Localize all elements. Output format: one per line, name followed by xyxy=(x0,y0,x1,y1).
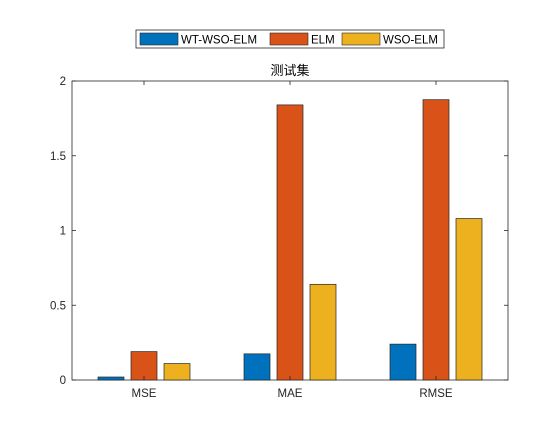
bar-mse-wt-wso-elm xyxy=(97,376,125,381)
bar-mae-wt-wso-elm xyxy=(243,353,271,381)
y-tick-label: 1 xyxy=(60,226,66,238)
bar-mse-elm xyxy=(130,351,158,381)
y-tick-label: 2 xyxy=(60,76,66,88)
bar-rmse-elm xyxy=(422,99,450,381)
y-axis: 0 0.5 1 1.5 2 xyxy=(50,76,508,387)
legend-item-wso-elm: WSO-ELM xyxy=(341,32,438,47)
legend: WT-WSO-ELM ELM WSO-ELM xyxy=(135,29,445,49)
bar-mae-wso-elm xyxy=(309,283,337,381)
x-tick-label-mse: MSE xyxy=(132,388,157,400)
bar-rmse-wso-elm xyxy=(455,218,483,381)
legend-swatch-wso-elm xyxy=(341,32,381,46)
legend-item-elm: ELM xyxy=(269,32,335,47)
y-tick-label: 1.5 xyxy=(50,151,66,163)
legend-label-elm: ELM xyxy=(311,35,335,47)
bar-rmse-wt-wso-elm xyxy=(389,343,417,381)
legend-item-wt-wso-elm: WT-WSO-ELM xyxy=(139,32,257,47)
x-tick-label-mae: MAE xyxy=(278,388,303,400)
y-tick-label: 0.5 xyxy=(50,300,66,312)
legend-label-wso-elm: WSO-ELM xyxy=(383,35,438,47)
y-tick-label: 0 xyxy=(60,375,66,387)
legend-label-wt-wso-elm: WT-WSO-ELM xyxy=(181,35,257,47)
bar-mse-wso-elm xyxy=(163,363,191,381)
x-axis: MSE MAE RMSE xyxy=(132,81,453,400)
x-tick-label-rmse: RMSE xyxy=(419,388,453,400)
bar-mae-elm xyxy=(276,104,304,381)
legend-swatch-elm xyxy=(269,32,309,46)
legend-swatch-wt-wso-elm xyxy=(139,32,179,46)
chart-title: 测试集 xyxy=(270,63,309,78)
